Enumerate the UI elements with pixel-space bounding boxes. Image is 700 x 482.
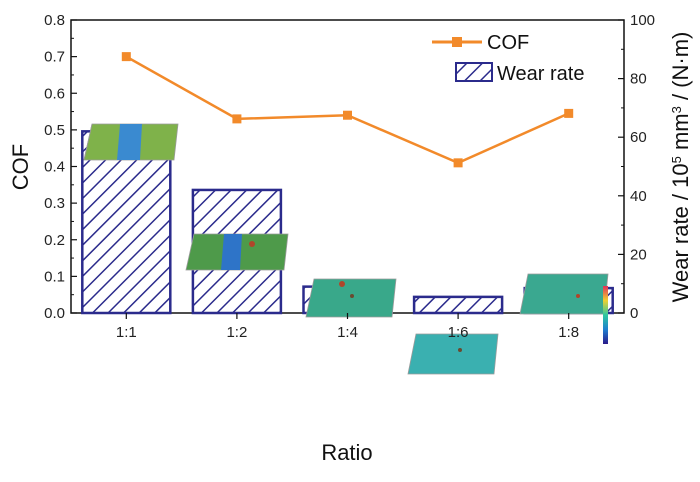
right-tick-label: 100 [630, 12, 655, 29]
right-axis-title-part-b: mm [668, 113, 693, 156]
x-tick-label: 1:8 [558, 324, 579, 341]
cof-point [121, 52, 131, 62]
inset-image-1-4 [305, 278, 397, 318]
x-axis-tick-labels: 1:1 1:2 1:4 1:6 1:8 [116, 313, 579, 341]
wear-rate-bar [412, 295, 504, 315]
left-axis-ticks: 0.0 0.1 0.2 0.3 0.4 0.5 0.6 0.7 0.8 [44, 12, 77, 322]
right-tick-label: 40 [630, 188, 647, 205]
right-axis-title: Wear rate / 105 mm3 / (N·m) [668, 32, 693, 303]
cof-series [121, 52, 574, 168]
left-tick-label: 0.0 [44, 305, 65, 322]
left-tick-label: 0.4 [44, 159, 65, 176]
inset-colorbar [603, 286, 608, 344]
right-axis-title-sup1: 5 [669, 156, 684, 163]
cof-point [343, 110, 352, 120]
legend-wear-label: Wear rate [497, 63, 584, 85]
legend: COF Wear rate [432, 32, 584, 85]
inset-image-1-6 [407, 333, 499, 375]
wear-rate-bar [81, 130, 172, 315]
left-tick-label: 0.2 [44, 232, 65, 249]
x-tick-label: 1:2 [226, 324, 247, 341]
right-axis-title-part-c: / (N·m) [668, 32, 693, 107]
inset-image-1-2 [185, 233, 289, 271]
inset-image-1-8 [519, 273, 609, 315]
left-tick-label: 0.8 [44, 12, 65, 29]
right-axis-title-sup2: 3 [669, 106, 684, 113]
cof-point [232, 114, 242, 124]
x-axis-title: Ratio [321, 440, 372, 465]
legend-cof-label: COF [487, 32, 529, 54]
x-tick-label: 1:1 [116, 324, 137, 341]
left-tick-label: 0.1 [44, 268, 65, 285]
left-tick-label: 0.6 [44, 85, 65, 102]
left-tick-label: 0.7 [44, 49, 65, 66]
right-tick-label: 0 [630, 305, 638, 322]
legend-wear-swatch [455, 62, 493, 82]
x-tick-label: 1:6 [448, 324, 469, 341]
left-tick-label: 0.5 [44, 122, 65, 139]
inset-image-1-1 [83, 123, 179, 161]
right-tick-label: 60 [630, 129, 647, 146]
left-axis-title: COF [8, 144, 33, 190]
x-tick-label: 1:4 [337, 324, 358, 341]
cof-point [564, 108, 574, 118]
right-axis-ticks: 0 20 40 60 80 100 [618, 12, 655, 322]
left-tick-label: 0.3 [44, 195, 65, 212]
legend-cof-marker [452, 37, 462, 47]
right-tick-label: 20 [630, 246, 647, 263]
right-axis-title-part-a: Wear rate / 10 [668, 163, 693, 302]
right-tick-label: 80 [630, 71, 647, 88]
wear-surface-insets [83, 123, 609, 375]
cof-point [453, 158, 463, 168]
